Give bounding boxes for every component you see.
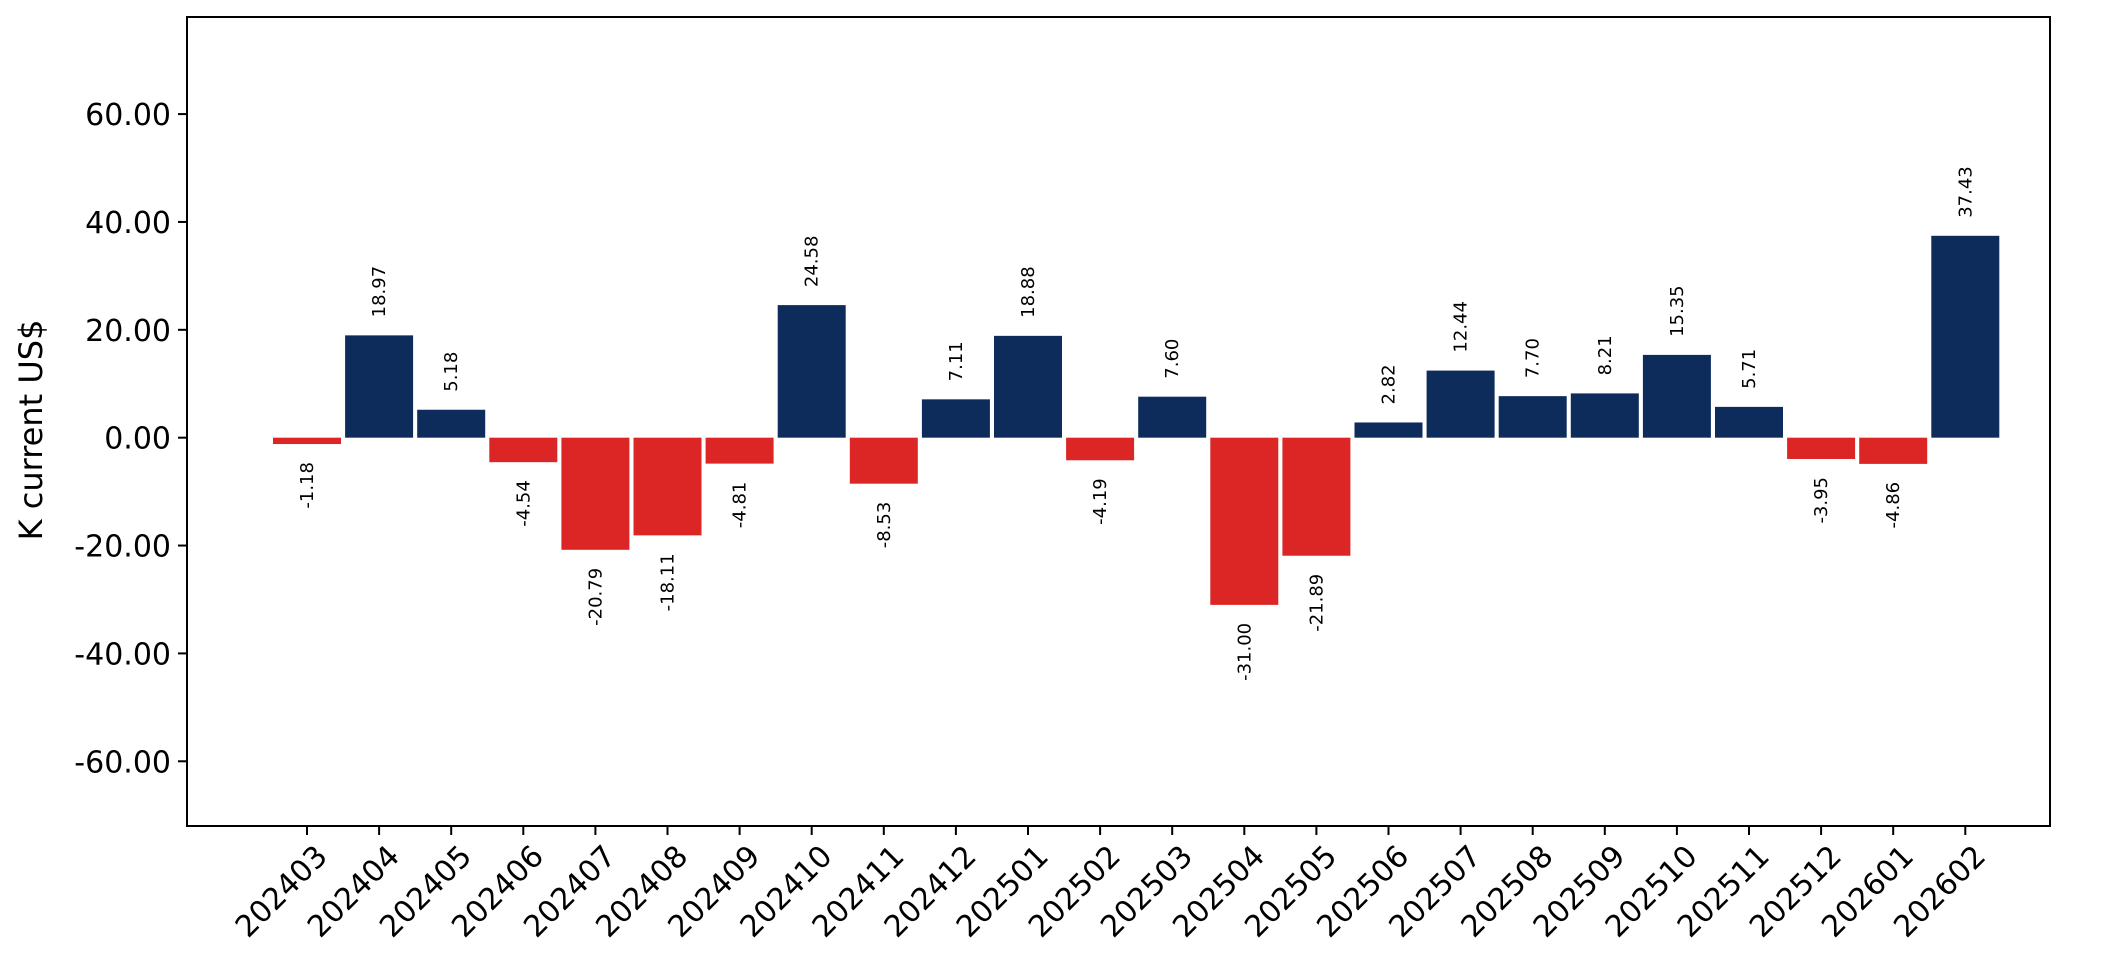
data-label-202601: -4.86 [1883,482,1904,529]
y-axis: -60.00 -40.00 -20.00 0.00 20.00 40.00 60.00 [74,98,187,780]
bar-202406 [489,437,558,463]
bar-202601 [1859,437,1928,464]
bar-202505 [1282,437,1351,556]
bar-202504 [1210,437,1279,605]
bar-202403 [273,437,341,445]
bar-202405 [417,409,486,438]
y-axis-label: K current US$ [12,320,50,541]
data-label-202507: 12.44 [1451,301,1472,353]
data-label-202406: -4.54 [513,480,534,527]
bar-202506 [1354,422,1423,438]
data-label-202408: -18.11 [658,553,679,611]
data-label-202504: -31.00 [1234,623,1255,681]
data-label-202502: -4.19 [1090,478,1111,525]
data-label-202407: -20.79 [585,568,606,626]
data-label-202410: 24.58 [802,236,823,288]
bar-202509 [1570,393,1639,438]
x-axis: 2024032024042024052024062024072024082024… [229,826,1993,945]
bar-202510 [1642,354,1711,438]
bar-202502 [1066,437,1135,461]
data-label-202403: -1.18 [297,462,318,509]
bar-202407 [561,437,630,550]
data-label-202505: -21.89 [1306,574,1327,632]
y-tick-label-4: 20.00 [85,314,171,349]
y-tick-label-1: -40.00 [74,637,171,672]
data-label-202506: 2.82 [1379,364,1400,404]
bar-202512 [1787,437,1856,459]
data-label-202501: 18.88 [1018,266,1039,318]
bar-202409 [705,437,774,464]
data-label-202411: -8.53 [874,502,895,549]
bar-202411 [849,437,918,484]
bar-202410 [777,305,846,438]
y-tick-label-0: -60.00 [74,745,171,780]
bar-202412 [921,399,990,438]
data-label-202510: 15.35 [1667,285,1688,337]
data-label-202412: 7.11 [946,341,967,381]
bars-group [273,235,2000,605]
bar-202507 [1426,370,1495,438]
data-label-202508: 7.70 [1523,338,1544,378]
y-tick-label-6: 60.00 [85,98,171,133]
bar-202408 [633,437,702,536]
data-label-202509: 8.21 [1595,335,1616,375]
plot-frame [186,16,2051,827]
data-label-202602: 37.43 [1955,166,1976,218]
bar-202404 [345,335,414,438]
data-label-202512: -3.95 [1811,477,1832,524]
data-label-202409: -4.81 [730,482,751,529]
y-tick-label-2: -20.00 [74,530,171,565]
bar-202602 [1931,235,2000,438]
data-label-202404: 18.97 [369,266,390,318]
data-labels-group: -1.18 18.97 5.18 -4.54 -20.79 -18.11 -4.81 24.5… [297,166,1976,681]
bar-202501 [994,335,1062,438]
data-label-202405: 5.18 [441,352,462,392]
bar-202503 [1138,396,1207,438]
y-tick-label-5: 40.00 [85,206,171,241]
bar-202511 [1715,406,1783,438]
y-tick-label-3: 0.00 [104,422,171,457]
bar-202508 [1498,396,1567,438]
data-label-202511: 5.71 [1739,349,1760,389]
data-label-202503: 7.60 [1162,339,1183,379]
